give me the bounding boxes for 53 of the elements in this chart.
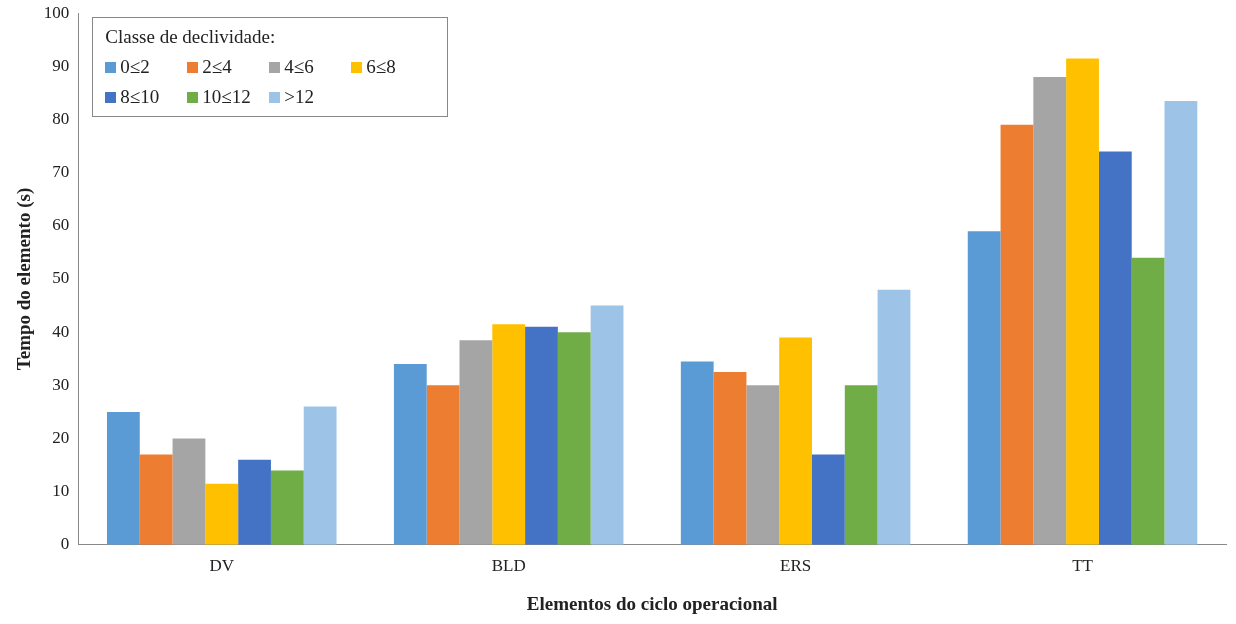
legend-label: 10≤12	[202, 86, 251, 109]
legend-label: 2≤4	[202, 56, 232, 79]
bar	[1066, 58, 1099, 545]
legend-label: 4≤6	[284, 56, 314, 79]
bar	[459, 340, 493, 545]
y-tick-label: 60	[52, 215, 70, 235]
legend-label: 6≤8	[366, 56, 396, 79]
bar	[393, 364, 427, 545]
y-tick-label: 70	[52, 162, 70, 182]
bar	[1131, 257, 1165, 545]
bar	[812, 454, 845, 545]
bar	[967, 231, 1001, 545]
x-tick-label: BLD	[491, 556, 526, 576]
legend-label: >12	[284, 86, 315, 109]
bar	[713, 372, 747, 545]
bar	[426, 385, 460, 545]
legend-title: Classe de declividade:	[105, 26, 277, 49]
y-tick-label: 30	[52, 374, 70, 394]
y-tick-label: 40	[52, 321, 70, 341]
x-tick-label: DV	[209, 556, 235, 576]
y-tick-label: 0	[60, 534, 70, 554]
bar	[525, 326, 558, 545]
bar	[557, 332, 591, 545]
legend-label: 0≤2	[120, 56, 150, 79]
y-tick-label: 80	[52, 108, 70, 128]
bar	[303, 406, 337, 545]
x-tick-label: ERS	[780, 556, 812, 576]
x-axis-title: Elementos do ciclo operacional	[526, 592, 778, 614]
bar	[238, 459, 271, 545]
x-tick-label: TT	[1072, 556, 1094, 576]
y-tick-label: 50	[52, 268, 70, 288]
bar	[1098, 151, 1132, 545]
y-tick-label: 10	[52, 481, 70, 501]
y-tick-label: 20	[52, 427, 70, 447]
legend-label: 8≤10	[120, 86, 160, 109]
bar	[779, 337, 813, 545]
bar	[172, 438, 206, 545]
bar	[106, 411, 140, 545]
bar	[270, 470, 304, 545]
bar	[590, 305, 624, 545]
bar	[680, 361, 714, 545]
y-tick-label: 90	[52, 55, 70, 75]
y-tick-label: 100	[43, 2, 70, 22]
bar	[877, 289, 911, 545]
bar	[746, 385, 780, 545]
bar	[205, 483, 239, 545]
bar	[1164, 100, 1198, 545]
bar	[1033, 76, 1067, 545]
bar	[1000, 124, 1034, 545]
y-axis-title: Tempo do elemento (s)	[13, 187, 36, 371]
bar	[844, 385, 878, 545]
bar	[139, 454, 173, 545]
bar	[492, 324, 526, 545]
